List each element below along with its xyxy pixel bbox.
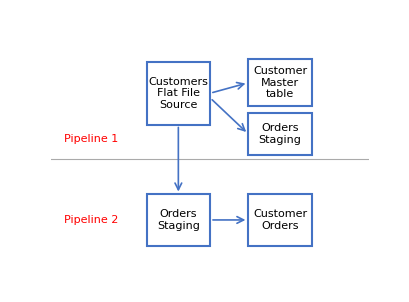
Text: Customer
Orders: Customer Orders (252, 209, 306, 231)
FancyBboxPatch shape (248, 194, 311, 246)
FancyBboxPatch shape (146, 62, 210, 125)
Text: Orders
Staging: Orders Staging (258, 123, 301, 145)
Text: Pipeline 1: Pipeline 1 (64, 133, 118, 143)
Text: Pipeline 2: Pipeline 2 (64, 215, 118, 225)
FancyBboxPatch shape (248, 59, 311, 106)
FancyBboxPatch shape (248, 113, 311, 155)
Text: Customer
Master
table: Customer Master table (252, 66, 306, 99)
Text: Customers
Flat File
Source: Customers Flat File Source (148, 77, 208, 110)
Text: Orders
Staging: Orders Staging (157, 209, 199, 231)
FancyBboxPatch shape (146, 194, 210, 246)
